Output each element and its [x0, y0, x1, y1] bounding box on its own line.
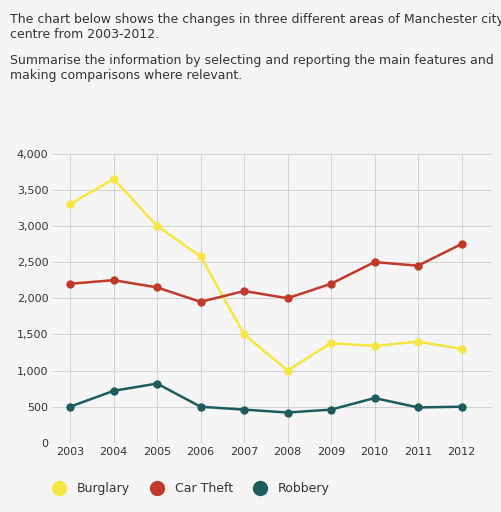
- Text: The chart below shows the changes in three different areas of Manchester city: The chart below shows the changes in thr…: [10, 13, 501, 26]
- Legend: Burglary, Car Theft, Robbery: Burglary, Car Theft, Robbery: [41, 477, 334, 500]
- Text: centre from 2003-2012.: centre from 2003-2012.: [10, 28, 159, 41]
- Text: making comparisons where relevant.: making comparisons where relevant.: [10, 69, 242, 82]
- Text: Summarise the information by selecting and reporting the main features and: Summarise the information by selecting a…: [10, 54, 493, 67]
